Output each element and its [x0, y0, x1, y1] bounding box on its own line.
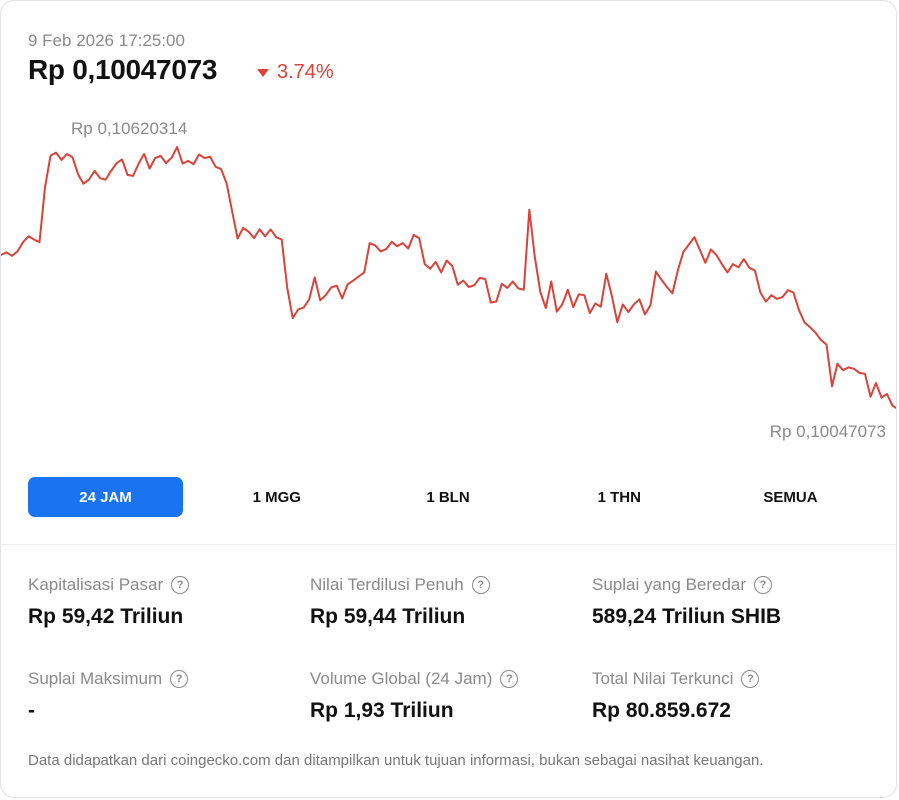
question-circle-icon[interactable]: ? [741, 670, 760, 688]
question-circle-icon[interactable]: ? [171, 576, 190, 594]
stat-max-supply: Suplai Maksimum? - [28, 667, 310, 723]
stat-label: Total Nilai Terkunci [592, 669, 734, 688]
question-circle-icon[interactable]: ? [754, 576, 773, 594]
data-disclaimer: Data didapatkan dari coingecko.com dan d… [28, 752, 764, 769]
range-semua[interactable]: SEMUA [763, 488, 818, 506]
stat-value: Rp 80.859.672 [592, 699, 731, 722]
price-timestamp: 9 Feb 2026 17:25:00 [28, 31, 185, 50]
range-1-thn[interactable]: 1 THN [597, 488, 641, 506]
price-change-value: 3.74% [277, 61, 334, 83]
question-circle-icon[interactable]: ? [500, 670, 519, 688]
price-chart[interactable] [1, 111, 897, 456]
stat-value: Rp 1,93 Triliun [310, 699, 454, 722]
range-1-mgg[interactable]: 1 MGG [252, 488, 301, 506]
down-triangle-icon [257, 68, 269, 77]
price-series-line [1, 146, 896, 409]
stat-total-value-locked: Total Nilai Terkunci? Rp 80.859.672 [592, 667, 874, 723]
chart-low-label: Rp 0,10047073 [769, 422, 886, 441]
question-circle-icon[interactable]: ? [170, 670, 189, 688]
stat-label: Kapitalisasi Pasar [28, 575, 164, 594]
stat-label: Suplai Maksimum [28, 669, 163, 688]
chart-high-label: Rp 0,10620314 [71, 119, 188, 138]
stat-global-volume: Volume Global (24 Jam)? Rp 1,93 Triliun [310, 667, 592, 723]
price-change: 3.74% [257, 61, 334, 84]
stat-circulating-supply: Suplai yang Beredar? 589,24 Triliun SHIB [592, 573, 874, 629]
range-1-bln[interactable]: 1 BLN [426, 488, 470, 506]
stat-fully-diluted: Nilai Terdilusi Penuh? Rp 59,44 Triliun [310, 573, 592, 629]
section-divider [1, 544, 896, 545]
market-stats: Kapitalisasi Pasar? Rp 59,42 Triliun Nil… [28, 573, 878, 723]
stat-value: 589,24 Triliun SHIB [592, 605, 782, 628]
stat-label: Volume Global (24 Jam) [310, 669, 493, 688]
stat-value: - [28, 699, 35, 722]
stat-value: Rp 59,44 Triliun [310, 605, 466, 628]
question-circle-icon[interactable]: ? [471, 576, 490, 594]
stat-label: Nilai Terdilusi Penuh [310, 575, 464, 594]
range-24-jam[interactable]: 24 JAM [28, 477, 183, 517]
stat-market-cap: Kapitalisasi Pasar? Rp 59,42 Triliun [28, 573, 310, 629]
time-range-selector: 24 JAM 1 MGG 1 BLN 1 THN SEMUA [28, 477, 868, 517]
stat-label: Suplai yang Beredar [592, 575, 747, 594]
current-price: Rp 0,10047073 [28, 54, 218, 85]
stat-value: Rp 59,42 Triliun [28, 605, 184, 628]
